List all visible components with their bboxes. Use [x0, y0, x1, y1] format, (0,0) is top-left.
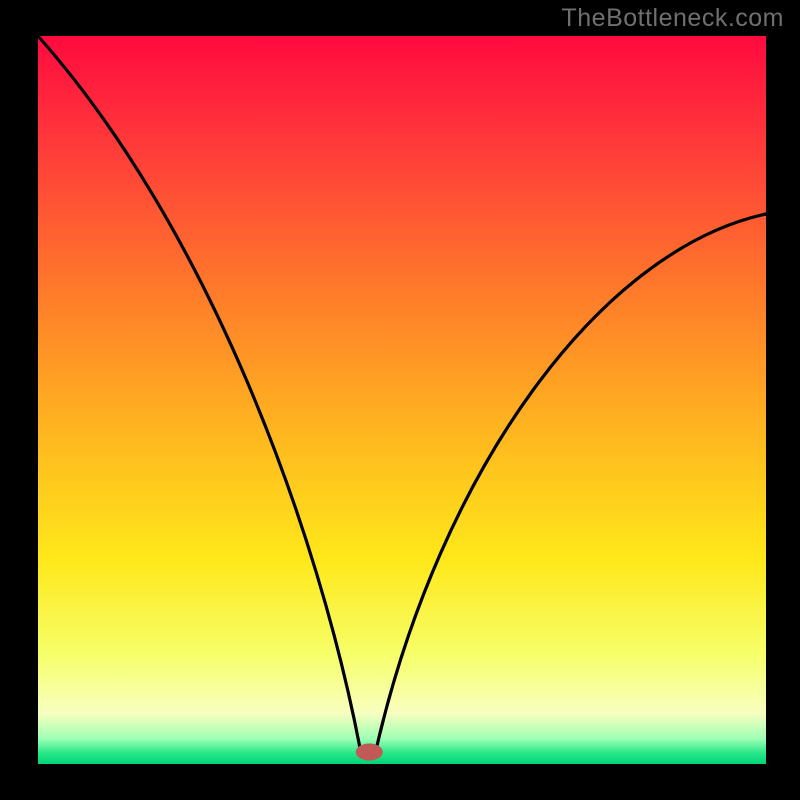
bottleneck-chart: #ff0a3f — [0, 0, 800, 800]
optimal-marker — [356, 744, 382, 760]
watermark-text: TheBottleneck.com — [562, 4, 785, 33]
